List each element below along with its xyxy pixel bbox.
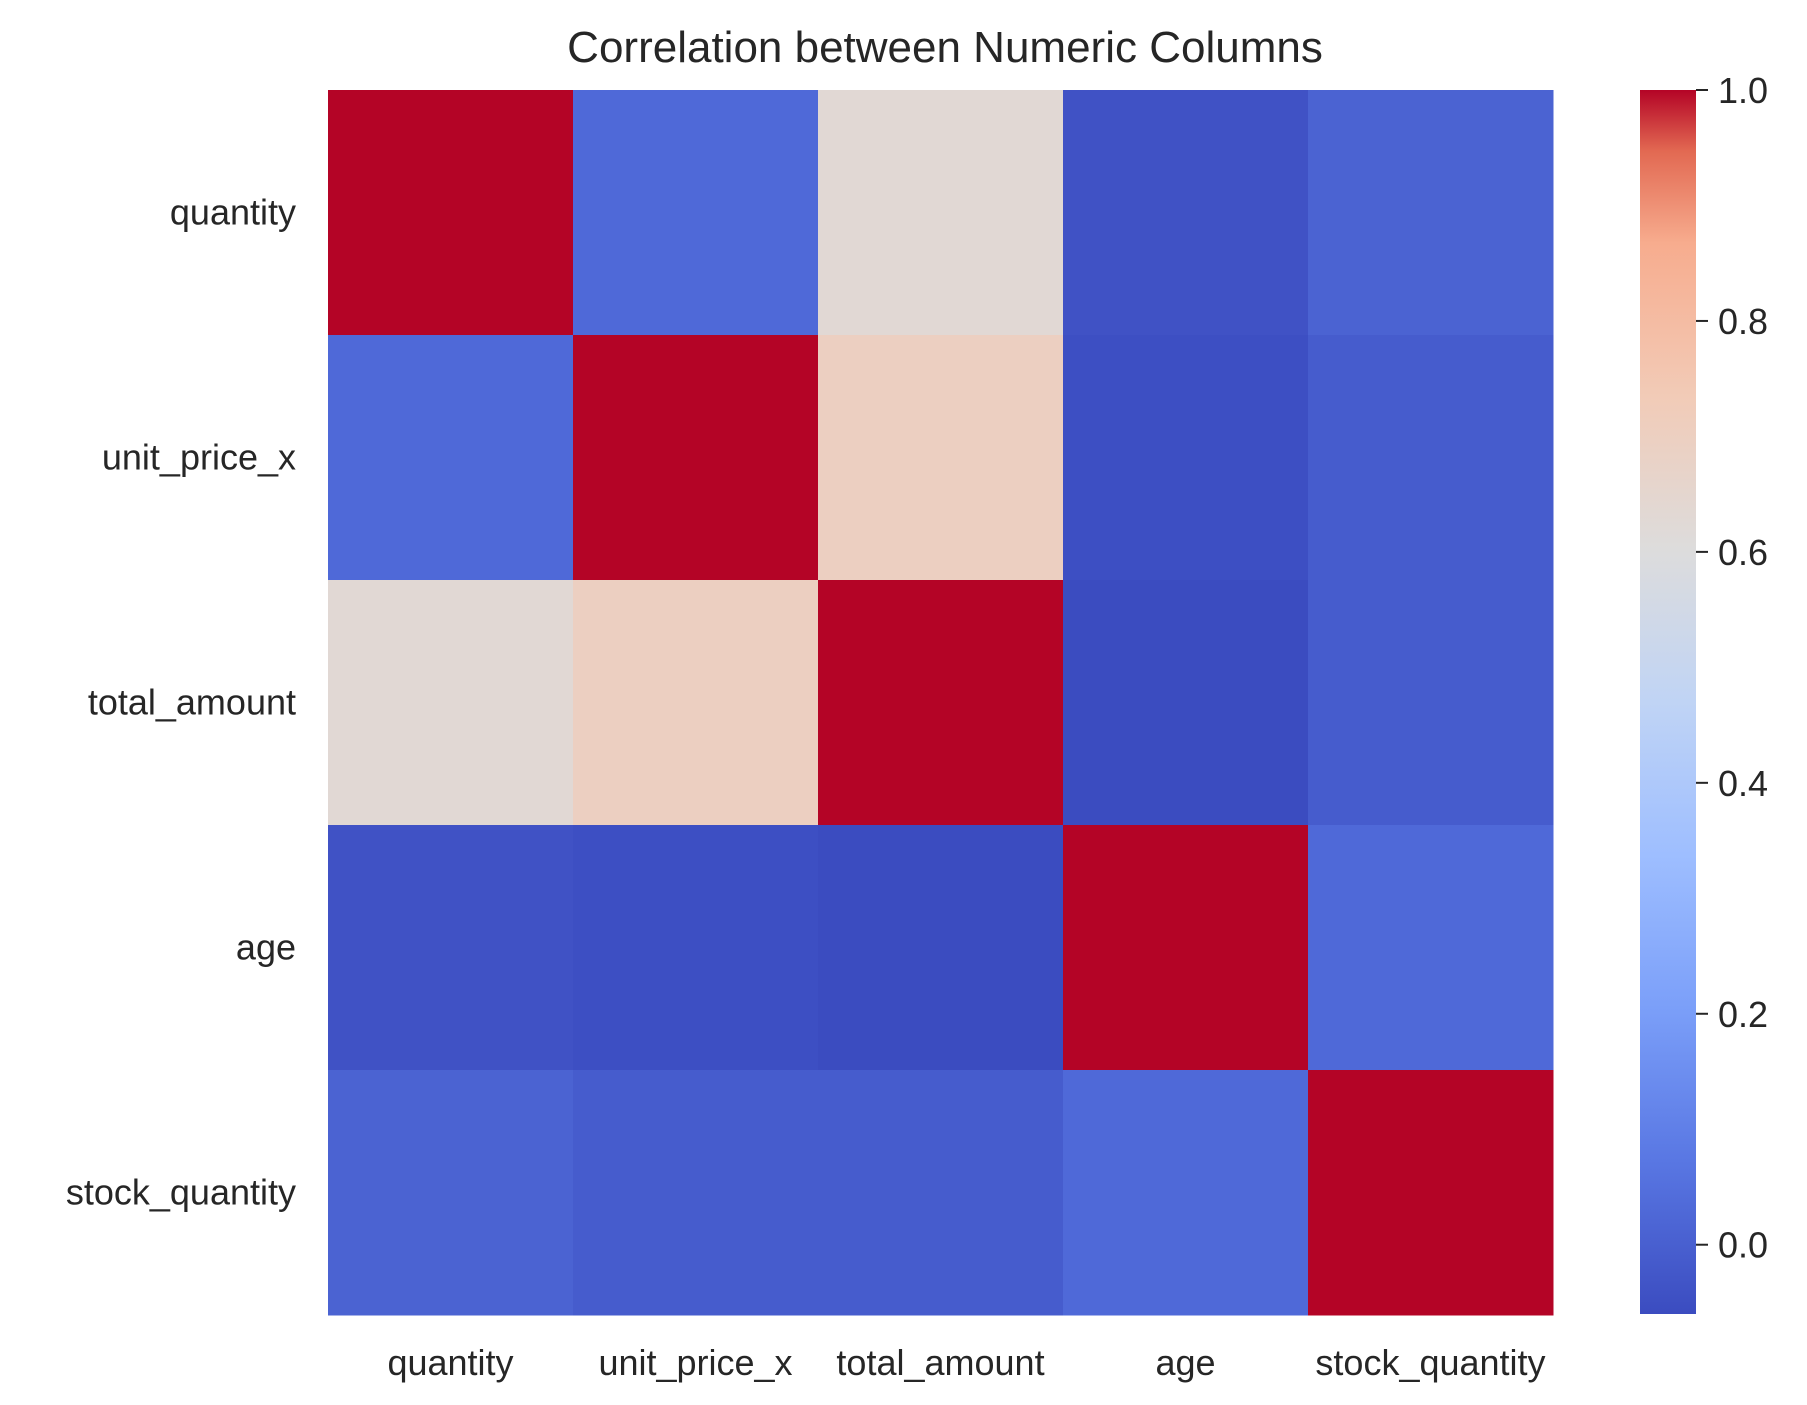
heatmap-cell-total_amount-age <box>1063 580 1309 826</box>
colorbar-tick-label: 0.0 <box>1718 1225 1768 1266</box>
colorbar-gradient <box>1640 90 1696 1314</box>
heatmap-cell-stock_quantity-total_amount <box>818 1070 1064 1316</box>
y-tick-label: quantity <box>170 192 296 233</box>
colorbar-tick-label: 0.6 <box>1718 532 1768 573</box>
x-axis-tick-labels: quantity unit_price_x total_amount age stock… <box>387 1342 1545 1383</box>
heatmap-cell-age-stock_quantity <box>1308 825 1554 1071</box>
colorbar: 0.0 0.2 0.4 0.6 0.8 1.0 <box>1640 70 1768 1314</box>
heatmap-cell-quantity-quantity <box>328 90 574 336</box>
heatmap-cell-stock_quantity-quantity <box>328 1070 574 1316</box>
heatmap-cell-age-unit_price_x <box>573 825 819 1071</box>
heatmap-cell-unit_price_x-stock_quantity <box>1308 335 1554 581</box>
heatmap-cell-unit_price_x-total_amount <box>818 335 1064 581</box>
heatmap-cell-stock_quantity-unit_price_x <box>573 1070 819 1316</box>
heatmap-cell-stock_quantity-age <box>1063 1070 1309 1316</box>
heatmap-cell-total_amount-quantity <box>328 580 574 826</box>
heatmap-cell-quantity-total_amount <box>818 90 1064 336</box>
heatmap-cells <box>328 90 1554 1316</box>
x-tick-label: total_amount <box>836 1342 1044 1383</box>
heatmap-cell-total_amount-total_amount <box>818 580 1064 826</box>
colorbar-tick-label: 0.4 <box>1718 763 1768 804</box>
y-tick-label: age <box>236 927 296 968</box>
heatmap-cell-age-total_amount <box>818 825 1064 1071</box>
x-tick-label: stock_quantity <box>1315 1342 1545 1383</box>
y-tick-label: stock_quantity <box>66 1172 296 1213</box>
x-tick-label: quantity <box>387 1342 513 1383</box>
heatmap-cell-age-age <box>1063 825 1309 1071</box>
colorbar-ticks: 0.0 0.2 0.4 0.6 0.8 1.0 <box>1696 70 1768 1266</box>
heatmap-cell-quantity-unit_price_x <box>573 90 819 336</box>
colorbar-tick-label: 0.2 <box>1718 994 1768 1035</box>
y-tick-label: total_amount <box>88 682 296 723</box>
heatmap-cell-total_amount-stock_quantity <box>1308 580 1554 826</box>
heatmap-cell-age-quantity <box>328 825 574 1071</box>
heatmap-cell-unit_price_x-age <box>1063 335 1309 581</box>
heatmap-cell-unit_price_x-unit_price_x <box>573 335 819 581</box>
heatmap-cell-quantity-stock_quantity <box>1308 90 1554 336</box>
colorbar-tick-label: 0.8 <box>1718 301 1768 342</box>
colorbar-tick-label: 1.0 <box>1718 70 1768 111</box>
heatmap-cell-unit_price_x-quantity <box>328 335 574 581</box>
y-tick-label: unit_price_x <box>102 437 296 478</box>
heatmap-cell-stock_quantity-stock_quantity <box>1308 1070 1554 1316</box>
heatmap-cell-total_amount-unit_price_x <box>573 580 819 826</box>
chart-title: Correlation between Numeric Columns <box>567 23 1323 72</box>
x-tick-label: unit_price_x <box>598 1342 792 1383</box>
x-tick-label: age <box>1155 1342 1215 1383</box>
heatmap-cell-quantity-age <box>1063 90 1309 336</box>
